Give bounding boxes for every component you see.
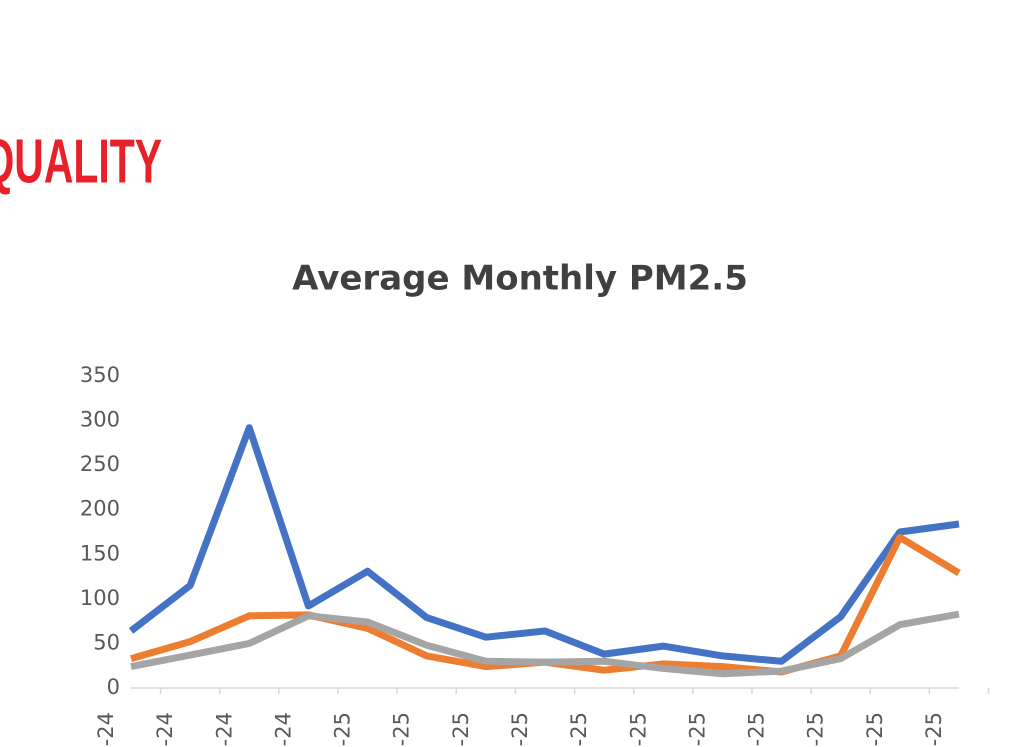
- x-tick-label: -25: [567, 712, 591, 746]
- y-tick-label: 200: [80, 497, 120, 521]
- x-tick-label: -24: [94, 712, 118, 746]
- x-tick-label: -24: [153, 712, 177, 746]
- chart-title: Average Monthly PM2.5: [292, 259, 748, 299]
- x-tick-label: -25: [804, 712, 828, 746]
- x-tick-label: -25: [922, 712, 946, 746]
- series-line: [130, 533, 961, 676]
- x-tick-label: -25: [331, 712, 355, 746]
- y-tick-label: 250: [80, 452, 120, 476]
- section-title: QUALITY: [0, 127, 162, 197]
- x-tick-label: -24: [212, 712, 236, 746]
- x-tick-label: -24: [271, 712, 295, 746]
- y-tick-label: 150: [80, 541, 120, 565]
- x-tick-label: -25: [685, 712, 709, 746]
- x-tick-label: -25: [745, 712, 769, 746]
- series-line: [130, 610, 960, 678]
- y-tick-label: 350: [80, 363, 120, 387]
- x-tick-label: -25: [863, 712, 887, 746]
- y-tick-label: 0: [107, 675, 120, 699]
- y-tick-label: 100: [80, 586, 120, 610]
- x-tick-label: -25: [449, 712, 473, 746]
- y-tick-label: 50: [93, 630, 120, 654]
- x-tick-label: -25: [390, 712, 414, 746]
- x-tick-label: -25: [508, 712, 532, 746]
- x-tick-label: -25: [626, 712, 650, 746]
- series-line: [128, 424, 960, 665]
- y-tick-label: 300: [80, 408, 120, 432]
